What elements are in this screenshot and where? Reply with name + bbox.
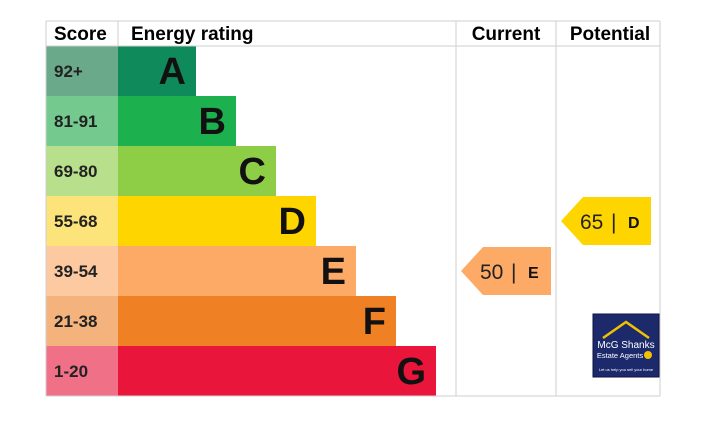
score-cell-e: [46, 246, 118, 296]
band-b: 81-91 B: [46, 96, 236, 146]
rating-bar-d: [118, 196, 316, 246]
score-header: Score: [54, 24, 107, 45]
rating-letter-g: G: [396, 351, 426, 393]
table-grid: [45, 20, 661, 397]
current-letter: E: [528, 265, 539, 282]
rating-bar-g: [118, 346, 436, 396]
score-label-g: 1-20: [54, 362, 88, 381]
band-a: 92+ A: [46, 46, 196, 96]
rating-letter-f: F: [363, 301, 386, 343]
rating-bar-c: [118, 146, 276, 196]
current-indicator: 50 | E: [461, 247, 551, 295]
rating-letter-d: D: [279, 201, 306, 243]
band-c: 69-80 C: [46, 146, 276, 196]
score-label-d: 55-68: [54, 212, 97, 231]
potential-separator: |: [611, 211, 616, 234]
current-separator: |: [511, 261, 516, 284]
house-roof-icon: [602, 320, 650, 340]
logo-tagline: Let us help you sell your home: [599, 367, 654, 372]
rating-letter-c: C: [239, 151, 266, 193]
rating-bar-b: [118, 96, 236, 146]
rating-letter-e: E: [321, 251, 346, 293]
logo-background: [592, 313, 660, 378]
potential-letter: D: [628, 215, 640, 232]
score-cell-f: [46, 296, 118, 346]
score-cell-d: [46, 196, 118, 246]
band-d: 55-68 D: [46, 196, 316, 246]
rating-bar-a: [118, 46, 196, 96]
score-cell-a: [46, 46, 118, 96]
band-e: 39-54 E: [46, 246, 356, 296]
header-row: Score Energy rating Current Potential: [54, 24, 650, 45]
potential-header: Potential: [570, 24, 650, 45]
rating-bands: 92+ A 81-91 B 69-80 C 55-68 D 39-54 E 21-38 F 1-20 G: [46, 46, 436, 396]
score-label-a: 92+: [54, 62, 83, 81]
rating-bar-e: [118, 246, 356, 296]
rating-letter-a: A: [159, 51, 186, 93]
logo-badge-icon: [644, 351, 652, 359]
potential-indicator: 65 | D: [561, 197, 651, 245]
rating-indicators: 50 | E 65 | D: [461, 197, 651, 295]
agent-logo: McG Shanks Estate Agents Let us help you…: [592, 313, 660, 378]
score-label-e: 39-54: [54, 262, 98, 281]
rating-bar-f: [118, 296, 396, 346]
score-cell-c: [46, 146, 118, 196]
current-header: Current: [472, 24, 541, 45]
current-arrow: [461, 247, 551, 295]
energy-rating-header: Energy rating: [131, 24, 253, 45]
potential-arrow: [561, 197, 651, 245]
potential-value: 65: [580, 211, 603, 234]
logo-subtitle: Estate Agents: [597, 351, 644, 360]
logo-name: McG Shanks: [597, 340, 654, 351]
score-label-b: 81-91: [54, 112, 97, 131]
rating-letter-b: B: [199, 101, 226, 143]
current-value: 50: [480, 261, 503, 284]
band-g: 1-20 G: [46, 346, 436, 396]
score-label-c: 69-80: [54, 162, 97, 181]
band-f: 21-38 F: [46, 296, 396, 346]
score-label-f: 21-38: [54, 312, 97, 331]
score-cell-g: [46, 346, 118, 396]
score-cell-b: [46, 96, 118, 146]
